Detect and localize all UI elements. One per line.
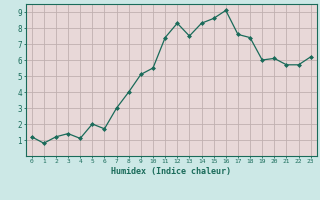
X-axis label: Humidex (Indice chaleur): Humidex (Indice chaleur) xyxy=(111,167,231,176)
